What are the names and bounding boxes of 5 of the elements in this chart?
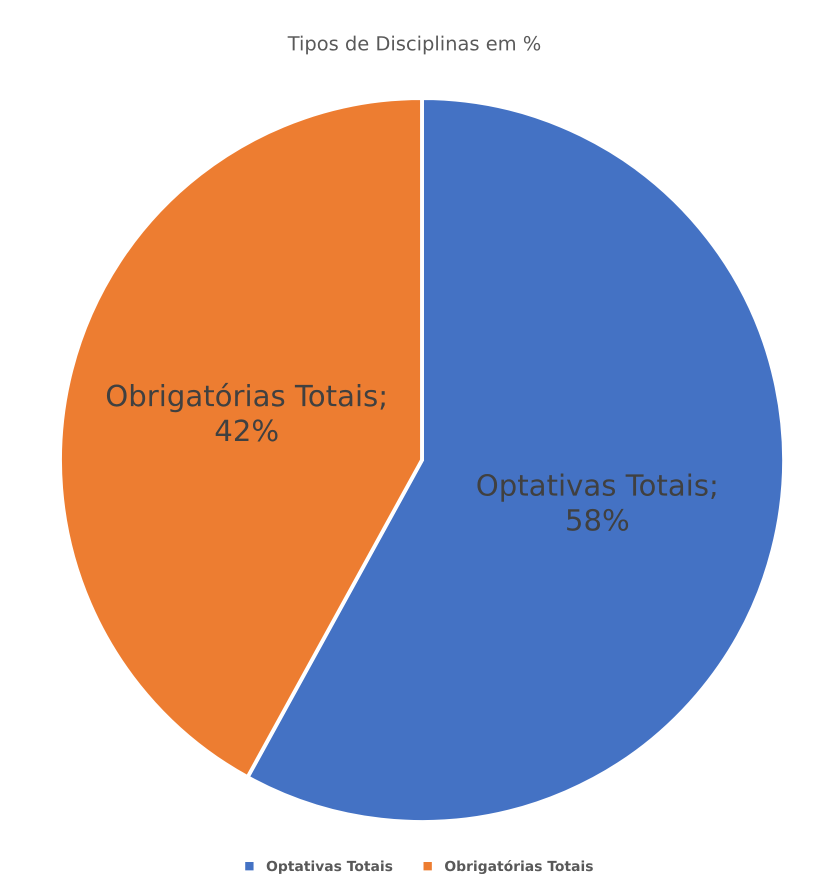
data-label: Optativas Totais; 58% [477,473,716,531]
data-label: Obrigatórias Totais; 42% [106,382,385,442]
legend-label: Optativas Totais [266,860,392,874]
chart-title: Tipos de Disciplinas em % [288,36,540,54]
legend-label: Obrigatórias Totais [445,860,593,874]
